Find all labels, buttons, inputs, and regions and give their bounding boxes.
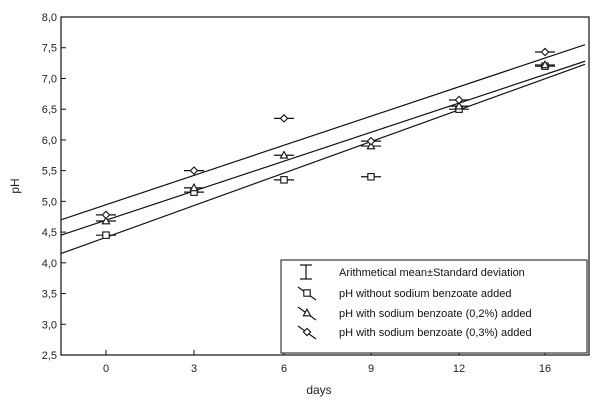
regression-lines [60, 44, 586, 255]
y-tick-label: 7,5 [42, 43, 57, 55]
legend-symbol-triangle [302, 308, 312, 317]
y-tick-label: 6,5 [42, 104, 57, 116]
point-diamond [454, 95, 464, 105]
y-axis-label: pH [8, 178, 22, 193]
point-square [102, 231, 110, 239]
point-triangle [189, 182, 199, 192]
y-tick-label: 3,0 [42, 319, 57, 331]
point-triangle [279, 150, 289, 159]
point-diamond [366, 136, 376, 146]
legend-symbol-square [303, 289, 311, 297]
legend-entry: pH without sodium benzoate added [339, 288, 511, 300]
y-tick-label: 7,0 [42, 73, 57, 85]
fit-line-square [60, 63, 586, 255]
y-axis: 2,5 3,0 3,5 4,0 4,5 5,0 5,5 6,0 6,5 7,0 7,5 8,0 [42, 12, 66, 362]
legend-items: Arithmetical mean±Standard deviation pH w… [297, 264, 532, 340]
point-square [280, 176, 288, 184]
y-tick-label: 4,5 [42, 227, 57, 239]
point-triangle [101, 216, 111, 225]
x-tick-label: 0 [103, 363, 109, 375]
legend-entry: pH with sodium benzoate (0,2%) added [339, 308, 532, 320]
x-tick-label: 9 [368, 363, 374, 375]
plot-frame [60, 16, 590, 356]
y-tick-label: 8,0 [42, 12, 57, 24]
y-tick-label: 4,0 [42, 258, 57, 270]
legend-entry: Arithmetical mean±Standard deviation [339, 267, 525, 279]
x-tick-label: 6 [281, 363, 287, 375]
legend-symbol-diamond [302, 327, 312, 337]
legend-box [280, 259, 588, 354]
y-tick-label: 2,5 [42, 350, 57, 362]
fit-line-diamond [60, 44, 586, 221]
x-tick-label: 16 [539, 363, 551, 375]
data-points [96, 47, 555, 239]
y-tick-label: 3,5 [42, 289, 57, 301]
x-axis-label: days [306, 383, 331, 397]
point-diamond [189, 166, 199, 176]
point-diamond [540, 47, 550, 57]
point-diamond [101, 210, 111, 220]
fit-line-triangle [60, 60, 586, 236]
point-triangle [366, 141, 376, 150]
y-tick-label: 5,5 [42, 166, 57, 178]
legend: Arithmetical mean±Standard deviation pH w… [280, 259, 588, 354]
point-square [367, 173, 375, 181]
x-tick-label: 12 [453, 363, 465, 375]
x-axis: 0 3 6 9 12 16 [103, 350, 551, 375]
point-diamond [279, 114, 289, 123]
x-tick-label: 3 [191, 363, 197, 375]
y-tick-label: 6,0 [42, 135, 57, 147]
legend-entry: pH with sodium benzoate (0,3%) added [339, 327, 532, 339]
y-tick-label: 5,0 [42, 196, 57, 208]
point-triangle [454, 101, 464, 110]
point-triangle [540, 59, 550, 69]
